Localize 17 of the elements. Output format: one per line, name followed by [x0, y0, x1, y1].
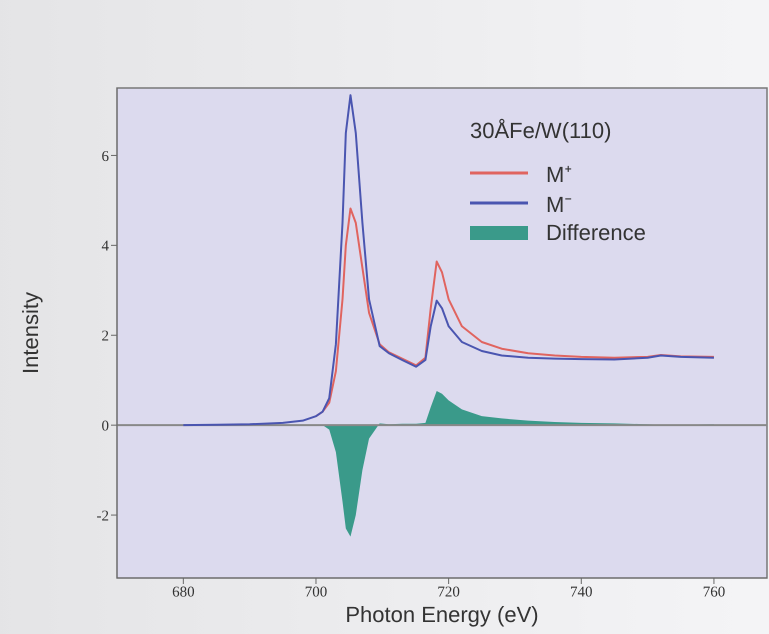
- x-axis-title: Photon Energy (eV): [345, 602, 539, 627]
- y-axis-title: Intensity: [18, 292, 43, 374]
- legend-label: M⁻: [546, 191, 572, 218]
- x-tick-label: 680: [172, 584, 195, 601]
- x-tick-label: 760: [702, 584, 726, 601]
- y-tick-label: 2: [102, 328, 109, 345]
- y-tick-label: 4: [102, 238, 110, 255]
- y-tick-label: -2: [96, 508, 109, 524]
- legend-label: Difference: [546, 220, 646, 246]
- x-tick-label: 720: [437, 584, 460, 601]
- x-tick-label: 700: [304, 584, 328, 601]
- y-tick-label: 6: [102, 148, 110, 165]
- legend-label: M⁺: [546, 161, 572, 188]
- line-series: [182, 94, 715, 426]
- y-tick-label: 0: [102, 418, 109, 434]
- legend-title: 30ÅFe/W(110): [470, 118, 612, 144]
- x-tick-label: 740: [570, 584, 593, 601]
